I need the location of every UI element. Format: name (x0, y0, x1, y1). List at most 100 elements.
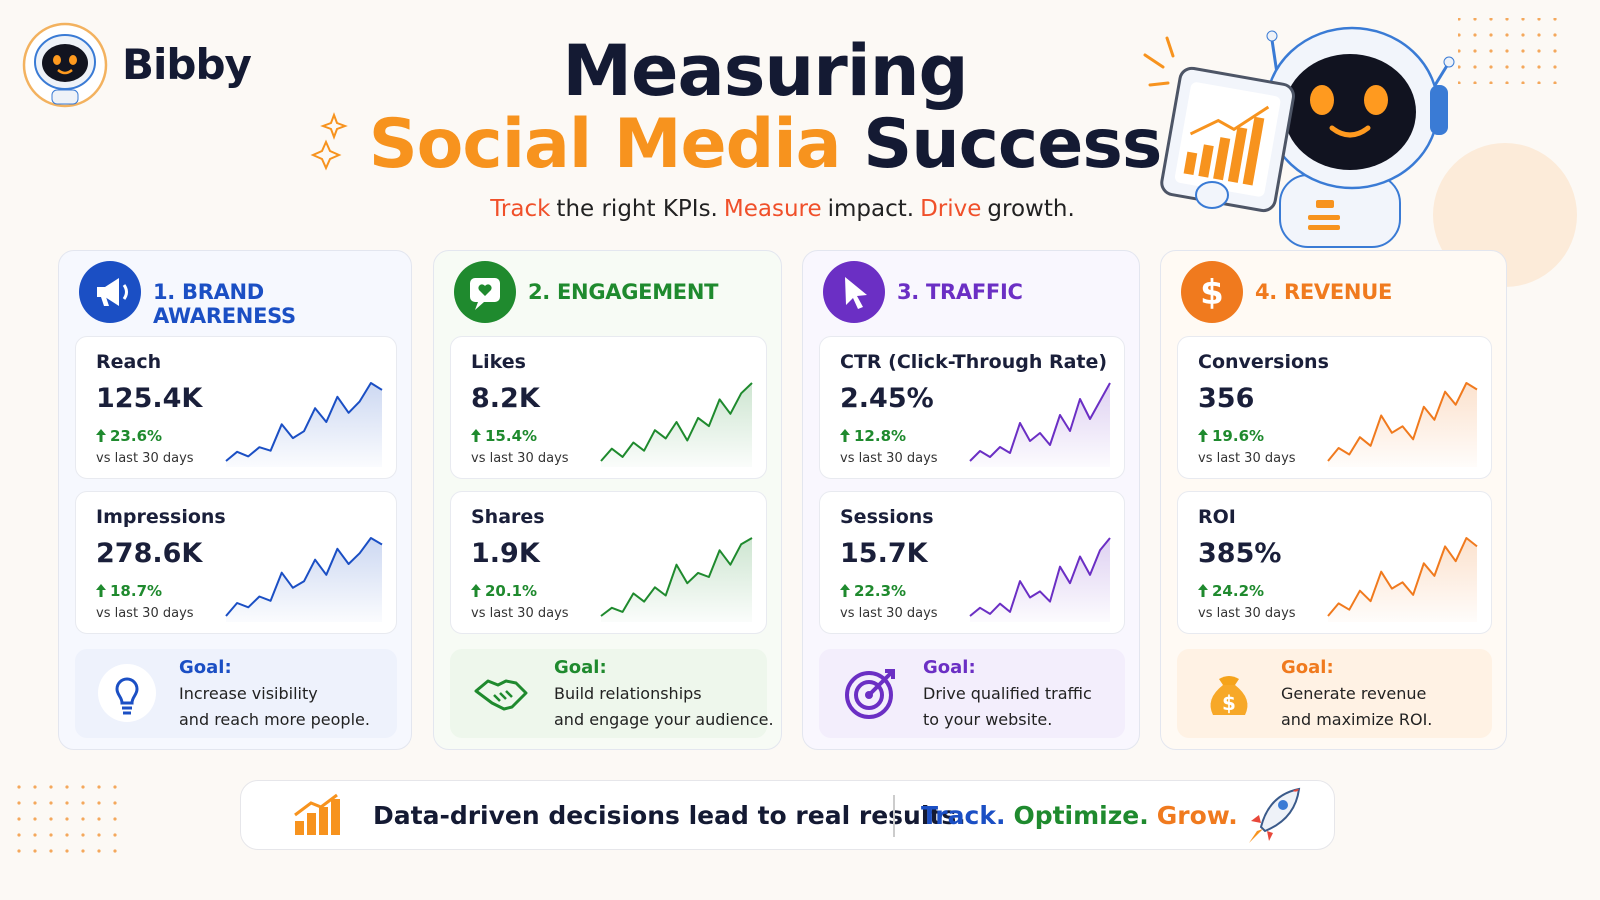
sparkline-line (225, 382, 383, 462)
goal-text: Drive qualified traffic (923, 684, 1092, 703)
up-arrow (96, 429, 106, 442)
kpi-card: 3. TRAFFIC CTR (Click-Through Rate) 2.45% 1… (802, 250, 1140, 750)
subtitle-part: Measure (723, 196, 822, 222)
card-icon (823, 261, 885, 323)
sparkline-line (1327, 537, 1478, 617)
metric-name: CTR (Click-Through Rate) (840, 351, 1108, 373)
up-arrow (471, 429, 481, 442)
icon-glyph (97, 278, 128, 306)
goal-text: Generate revenue (1281, 684, 1427, 703)
up-arrow (840, 584, 850, 597)
metric-period: vs last 30 days (471, 451, 569, 466)
metric-name: Sessions (840, 506, 934, 528)
sparkline-area (1328, 383, 1477, 467)
metric-value: 125.4K (96, 383, 203, 414)
subtitle-part: growth. (987, 196, 1075, 222)
sparkline-area (970, 538, 1110, 622)
footer-slogan: Track. Optimize. Grow. (921, 801, 1246, 830)
kpi-card: $4. REVENUE Conversions 356 19.6% vs last 30… (1160, 250, 1507, 750)
up-arrow (1198, 584, 1208, 597)
metric-value: 278.6K (96, 538, 203, 569)
metric-name: Reach (96, 351, 162, 373)
svg-text:$: $ (1222, 691, 1236, 715)
card-icon (79, 261, 141, 323)
goal-box: $ Goal: Generate revenue and maximize ROI. (1177, 649, 1492, 738)
goal-text: and maximize ROI. (1281, 710, 1433, 729)
up-arrow (1198, 429, 1208, 442)
card-title: 3. TRAFFIC (897, 280, 1023, 304)
metric-name: ROI (1198, 506, 1236, 528)
sparkline (969, 382, 1111, 467)
sparkline-area (601, 383, 752, 467)
metric-box: CTR (Click-Through Rate) 2.45% 12.8% vs las… (819, 336, 1125, 479)
goal-text: and reach more people. (179, 710, 370, 729)
sparkline-area (226, 538, 382, 622)
goal-label: Goal: (179, 657, 232, 678)
card-title: 4. REVENUE (1255, 280, 1392, 304)
metric-box: Likes 8.2K 15.4% vs last 30 days (450, 336, 767, 479)
subtitle-part: Track (490, 196, 551, 222)
metric-value: 1.9K (471, 538, 540, 569)
goal-box: Goal: Increase visibility and reach more p… (75, 649, 397, 738)
sparkline (1327, 537, 1478, 622)
metric-value: 8.2K (471, 383, 540, 414)
sparkline-area (601, 538, 752, 622)
slogan-word: Grow. (1156, 801, 1238, 830)
goal-icon (474, 679, 528, 711)
card-title: 2. ENGAGEMENT (528, 280, 719, 304)
rocket-icon (1249, 787, 1301, 843)
metric-change: 18.7% (96, 582, 162, 600)
subtitle: Track the right KPIs. Measure impact. Drive g… (0, 196, 1565, 222)
sparkline-area (970, 383, 1110, 467)
sparkline-line (969, 537, 1111, 617)
sparkline (225, 537, 383, 622)
metric-name: Conversions (1198, 351, 1329, 373)
svg-text:$: $ (1200, 273, 1224, 313)
icon-glyph (470, 278, 500, 310)
goal-label: Goal: (923, 657, 976, 678)
metric-change: 19.6% (1198, 427, 1264, 445)
card-icon: $ (1181, 261, 1243, 323)
sparkline-line (225, 537, 383, 617)
sparkline-area (1328, 538, 1477, 622)
metric-period: vs last 30 days (840, 451, 938, 466)
sparkline-area (226, 383, 382, 467)
metric-name: Shares (471, 506, 545, 528)
goal-icon (845, 669, 895, 719)
goal-text: Build relationships (554, 684, 702, 703)
sparkline-line (969, 382, 1111, 462)
subtitle-part: Drive (920, 196, 982, 222)
slogan-word: Optimize. (1013, 801, 1149, 830)
change-text: 18.7% (110, 582, 163, 600)
kpi-card: 2. ENGAGEMENT Likes 8.2K 15.4% vs last 30 da… (433, 250, 782, 750)
metric-value: 2.45% (840, 383, 934, 414)
change-text: 19.6% (1212, 427, 1265, 445)
metric-change: 12.8% (840, 427, 906, 445)
metric-value: 15.7K (840, 538, 928, 569)
sparkline (600, 537, 753, 622)
card-title: 1. BRAND AWARENESS (153, 280, 296, 328)
divider (893, 795, 895, 837)
metric-box: Conversions 356 19.6% vs last 30 days (1177, 336, 1492, 479)
subtitle-part: the right KPIs. (556, 196, 718, 222)
goal-text: and engage your audience. (554, 710, 774, 729)
change-text: 23.6% (110, 427, 163, 445)
up-arrow (840, 429, 850, 442)
change-text: 22.3% (854, 582, 907, 600)
brand-name: Bibby (122, 40, 252, 89)
goal-text: to your website. (923, 710, 1053, 729)
metric-box: Sessions 15.7K 22.3% vs last 30 days (819, 491, 1125, 634)
chart-icon (294, 793, 340, 835)
metric-period: vs last 30 days (840, 606, 938, 621)
goal-text: Increase visibility (179, 684, 318, 703)
sparkline (1327, 382, 1478, 467)
footer-message: Data-driven decisions lead to real resul… (373, 801, 966, 830)
metric-change: 24.2% (1198, 582, 1264, 600)
slogan-word: Track. (921, 801, 1006, 830)
icon-glyph: $ (1200, 273, 1224, 313)
sparkline-line (600, 382, 753, 462)
metric-period: vs last 30 days (96, 606, 194, 621)
goal-label: Goal: (554, 657, 607, 678)
